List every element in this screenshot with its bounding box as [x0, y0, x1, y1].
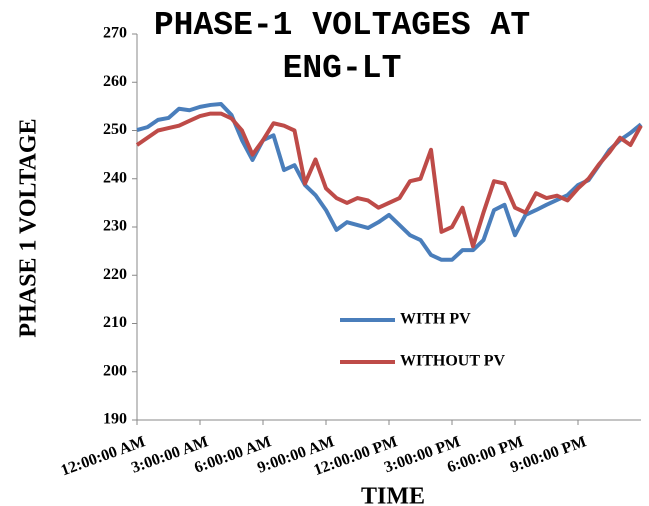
y-tick-label: 240 — [103, 169, 127, 186]
y-axis-label: PHASE 1 VOLTAGE — [16, 118, 42, 337]
y-tick-label: 230 — [103, 218, 127, 235]
y-tick-label: 260 — [103, 73, 127, 90]
y-tick-label: 220 — [103, 266, 127, 283]
x-axis-label: TIME — [361, 484, 425, 506]
chart-title: PHASE-1 VOLTAGES AT ENG-LT — [153, 7, 531, 87]
y-tick-label: 270 — [103, 25, 127, 42]
legend-label: WITHOUT PV — [400, 353, 506, 370]
y-tick-label: 210 — [103, 314, 127, 331]
line-series — [136, 101, 643, 262]
legend-label: WITH PV — [400, 311, 471, 328]
y-tick-label: 200 — [103, 362, 127, 379]
y-tick-label: 190 — [103, 411, 127, 428]
line-series — [135, 111, 643, 249]
y-tick-label: 250 — [103, 121, 127, 138]
